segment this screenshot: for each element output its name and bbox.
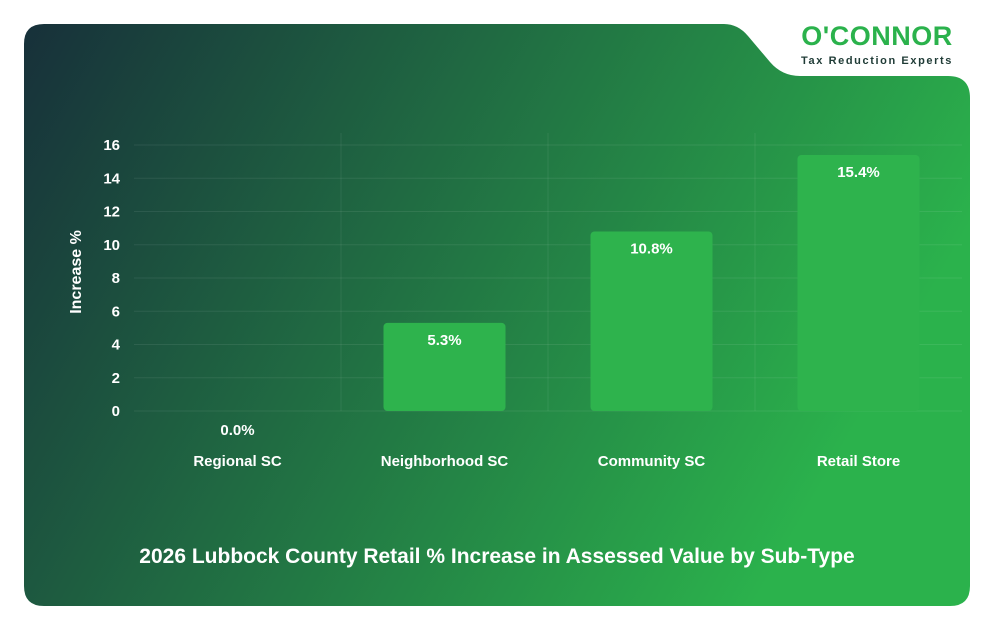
brand-logo: O'CONNOR Tax Reduction Experts — [778, 20, 976, 70]
bar-value-label: 5.3% — [427, 332, 461, 349]
brand-tagline: Tax Reduction Experts — [801, 55, 953, 67]
y-tick-label: 2 — [112, 370, 120, 387]
x-axis-categories: Regional SC Neighborhood SC Community SC Re… — [193, 453, 900, 470]
y-axis-ticks: 0 2 4 6 8 10 12 14 16 — [103, 137, 120, 420]
bar — [797, 154, 920, 411]
bar — [383, 322, 506, 411]
bar-value-label: 15.4% — [837, 164, 880, 181]
chart-title: 2026 Lubbock County Retail % Increase in… — [139, 545, 854, 568]
x-category-label: Retail Store — [817, 453, 900, 470]
bar — [590, 231, 713, 411]
y-tick-label: 16 — [103, 137, 120, 154]
brand-name: O'CONNOR — [801, 21, 953, 51]
y-tick-label: 14 — [103, 170, 120, 187]
bar-value-label: 0.0% — [220, 422, 254, 439]
y-tick-label: 6 — [112, 303, 120, 320]
y-tick-label: 8 — [112, 270, 120, 287]
x-category-label: Neighborhood SC — [381, 453, 509, 470]
x-category-label: Regional SC — [193, 453, 282, 470]
data-labels: 0.0% 5.3% 10.8% 15.4% — [220, 164, 879, 439]
bars — [383, 154, 920, 411]
y-tick-label: 10 — [103, 237, 120, 254]
x-category-label: Community SC — [598, 453, 706, 470]
bar-value-label: 10.8% — [630, 240, 673, 257]
y-tick-label: 4 — [112, 337, 121, 354]
y-axis-title: Increase % — [68, 230, 85, 314]
chart-background — [24, 24, 970, 606]
y-tick-label: 12 — [103, 204, 120, 221]
y-tick-label: 0 — [112, 403, 120, 420]
